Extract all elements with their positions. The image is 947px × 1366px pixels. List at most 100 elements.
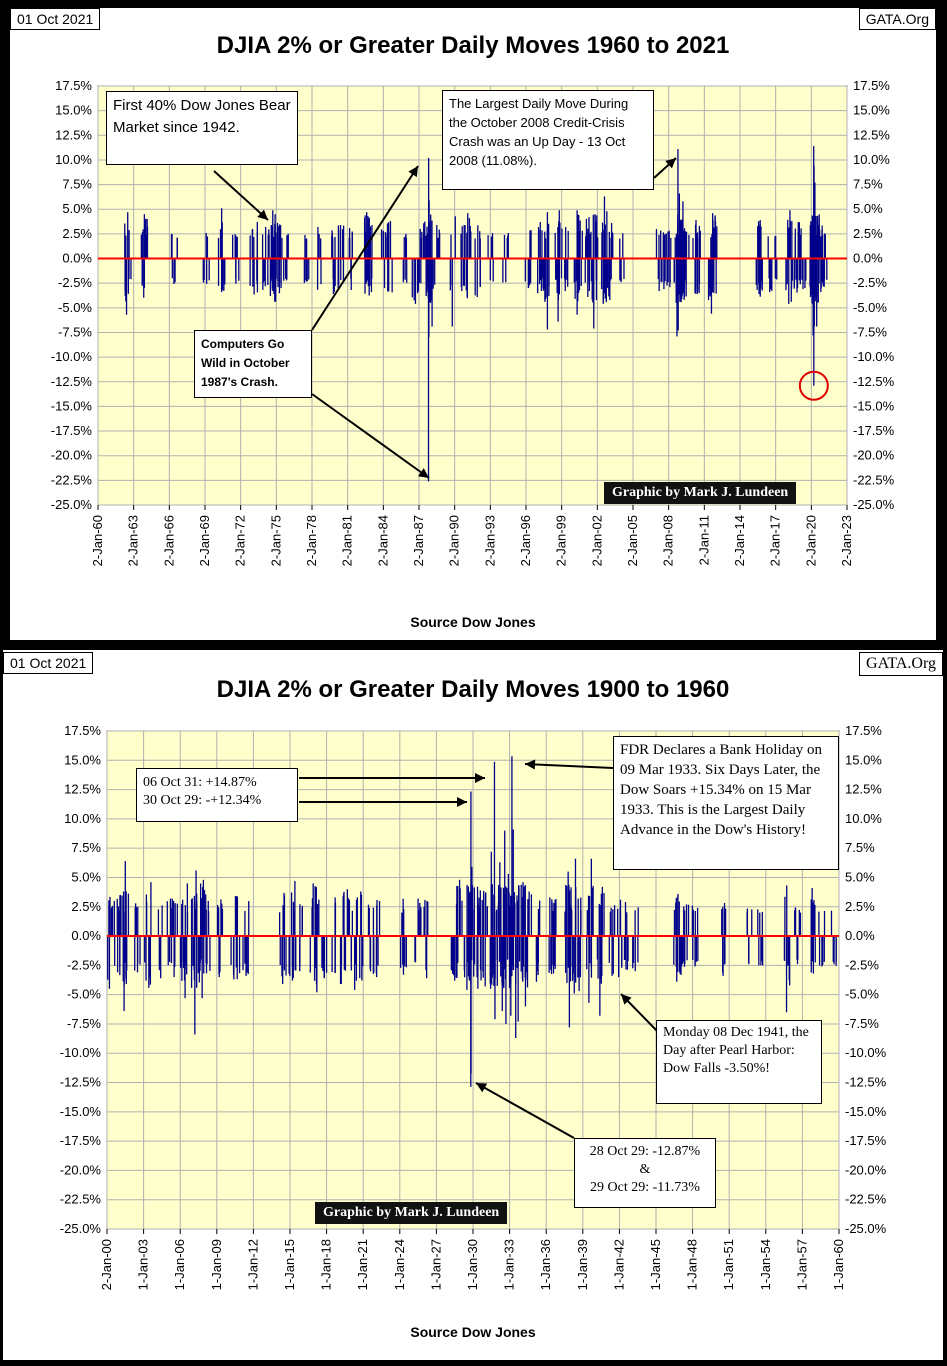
arrow-1929-high-head (457, 797, 467, 807)
x-tick-label: 1-Jan-06 (172, 1239, 187, 1290)
y-tick-label-right: -17.5% (845, 1133, 887, 1148)
x-tick-label: 1-Jan-39 (575, 1239, 590, 1290)
y-tick-label-left: -20.0% (51, 448, 93, 463)
y-tick-label-right: 17.5% (853, 78, 890, 93)
arrow-2008-head (665, 158, 676, 169)
y-tick-label-left: 12.5% (55, 127, 92, 142)
y-tick-label-right: -7.5% (853, 324, 887, 339)
x-tick-label: 1-Jan-54 (758, 1239, 773, 1290)
y-tick-label-right: 5.0% (853, 201, 883, 216)
x-tick-label: 2-Jan-63 (126, 515, 141, 566)
y-tick-label-right: -2.5% (853, 275, 887, 290)
y-tick-label-left: 2.5% (62, 226, 92, 241)
y-tick-label-right: 12.5% (853, 127, 890, 142)
arrow-1987-down (311, 393, 430, 479)
arrow-1933-high-head (525, 759, 536, 770)
x-tick-label: 2-Jan-17 (768, 515, 783, 566)
chart-panel-1960-2021: 17.5% 15.0% 12.5% 10.0% 7.5% 5.0% 2.5% 0.0% -2.5… (10, 8, 936, 640)
y-tick-label-left: -17.5% (51, 423, 93, 438)
y-tick-label-right: -7.5% (845, 1016, 879, 1031)
x-tick-label: 2-Jan-66 (161, 515, 176, 566)
y-tick-label-left: -12.5% (60, 1075, 102, 1090)
y-tick-label-right: -20.0% (853, 448, 895, 463)
x-tick-label: 2-Jan-90 (447, 515, 462, 566)
y-tick-label-right: 5.0% (845, 869, 875, 884)
arrow-1987-down-head (417, 468, 429, 478)
y-tick-label-right: -25.0% (853, 497, 895, 512)
x-tick-label: 1-Jan-45 (648, 1239, 663, 1290)
x-axis-label: Source Dow Jones (410, 1324, 536, 1340)
y-tick-label-left: 0.0% (71, 928, 101, 943)
x-tick-label: 1-Jan-21 (355, 1239, 370, 1290)
y-tick-label-left: 5.0% (62, 201, 92, 216)
y-tick-label-left: -22.5% (51, 472, 93, 487)
y-tick-label-left: 0.0% (62, 251, 92, 266)
x-tick-label: 1-Jan-15 (282, 1239, 297, 1290)
y-tick-label-right: -22.5% (853, 472, 895, 487)
x-tick-label: 2-Jan-14 (732, 515, 747, 566)
arrow-1929-crash-head (476, 1083, 488, 1093)
x-tick-label: 1-Jan-27 (428, 1239, 443, 1290)
x-tick-label: 2-Jan-93 (482, 515, 497, 566)
x-tick-label: 2-Jan-05 (625, 515, 640, 566)
x-tick-label: 1-Jan-51 (721, 1239, 736, 1290)
x-tick-label: 2-Jan-99 (554, 515, 569, 566)
y-tick-label-right: -10.0% (845, 1045, 887, 1060)
y-tick-label-right: 2.5% (845, 899, 875, 914)
y-tick-label-right: 17.5% (845, 723, 882, 738)
annotation-bear-market: First 40% Dow Jones Bear Market since 19… (106, 91, 298, 165)
x-tick-label: 1-Jan-42 (611, 1239, 626, 1290)
y-tick-label-left: -22.5% (60, 1192, 102, 1207)
x-tick-label: 1-Jan-48 (685, 1239, 700, 1290)
y-tick-label-left: -7.5% (58, 324, 92, 339)
x-tick-label: 2-Jan-20 (803, 515, 818, 566)
annotation-28-oct-29: 28 Oct 29: -12.87% (589, 1144, 701, 1159)
x-tick-label: 2-Jan-72 (233, 515, 248, 566)
y-tick-label-right: 7.5% (853, 177, 883, 192)
y-tick-label-left: -25.0% (60, 1221, 102, 1236)
y-tick-label-left: 17.5% (64, 723, 101, 738)
y-tick-label-left: 7.5% (71, 840, 101, 855)
annotation-fdr-bank-holiday: FDR Declares a Bank Holiday on 09 Mar 19… (613, 736, 839, 870)
annotation-06-oct-31: 06 Oct 31: +14.87% (143, 775, 257, 790)
annotation-pearl-harbor: Monday 08 Dec 1941, the Day after Pearl … (656, 1020, 822, 1104)
y-tick-label-right: 7.5% (845, 840, 875, 855)
x-tick-label: 1-Jan-24 (392, 1239, 407, 1290)
chart-title: DJIA 2% or Greater Daily Moves 1960 to 2… (216, 32, 730, 59)
x-tick-label: 1-Jan-33 (502, 1239, 517, 1290)
y-tick-label-right: -2.5% (845, 957, 879, 972)
arrow-1987-up-head (408, 166, 418, 178)
y-tick-label-left: 10.0% (64, 811, 101, 826)
date-stamp: 01 Oct 2021 (3, 652, 94, 674)
x-tick-label: 2-Jan-78 (304, 515, 319, 566)
y-tick-label-right: -15.0% (853, 398, 895, 413)
arrow-1931-high-head (475, 773, 485, 783)
y-tick-label-left: -20.0% (60, 1162, 102, 1177)
x-tick-label: 1-Jan-30 (465, 1239, 480, 1290)
x-tick-label: 2-Jan-60 (90, 515, 105, 566)
arrow-1987-up (311, 165, 419, 331)
y-tick-label-right: -17.5% (853, 423, 895, 438)
y-tick-label-left: 15.0% (55, 103, 92, 118)
x-tick-label: 2-Jan-81 (340, 515, 355, 566)
x-tick-label: 1-Jan-60 (831, 1239, 846, 1290)
y-tick-label-right: 0.0% (845, 928, 875, 943)
x-tick-label: 2-Jan-69 (197, 515, 212, 566)
y-tick-label-right: -5.0% (853, 300, 887, 315)
y-tick-label-right: 15.0% (845, 752, 882, 767)
y-tick-label-left: 5.0% (71, 869, 101, 884)
x-axis-label: Source Dow Jones (410, 614, 536, 630)
annotation-oct-1929-crash: 28 Oct 29: -12.87% & 29 Oct 29: -11.73% (574, 1138, 716, 1208)
x-tick-label: 1-Jan-03 (136, 1239, 151, 1290)
y-tick-label-right: -22.5% (845, 1192, 887, 1207)
y-tick-label-right: -5.0% (845, 987, 879, 1002)
x-tick-label: 2-Jan-84 (375, 515, 390, 566)
x-tick-label: 2-Jan-23 (839, 515, 854, 566)
x-tick-label: 2-Jan-96 (518, 515, 533, 566)
y-tick-label-right: 0.0% (853, 251, 883, 266)
y-tick-label-right: -12.5% (853, 374, 895, 389)
x-tick-label: 2-Jan-11 (696, 515, 711, 565)
y-tick-label-right: 12.5% (845, 782, 882, 797)
arrow-bear-market-head (257, 209, 268, 220)
x-tick-label: 1-Jan-18 (319, 1239, 334, 1290)
